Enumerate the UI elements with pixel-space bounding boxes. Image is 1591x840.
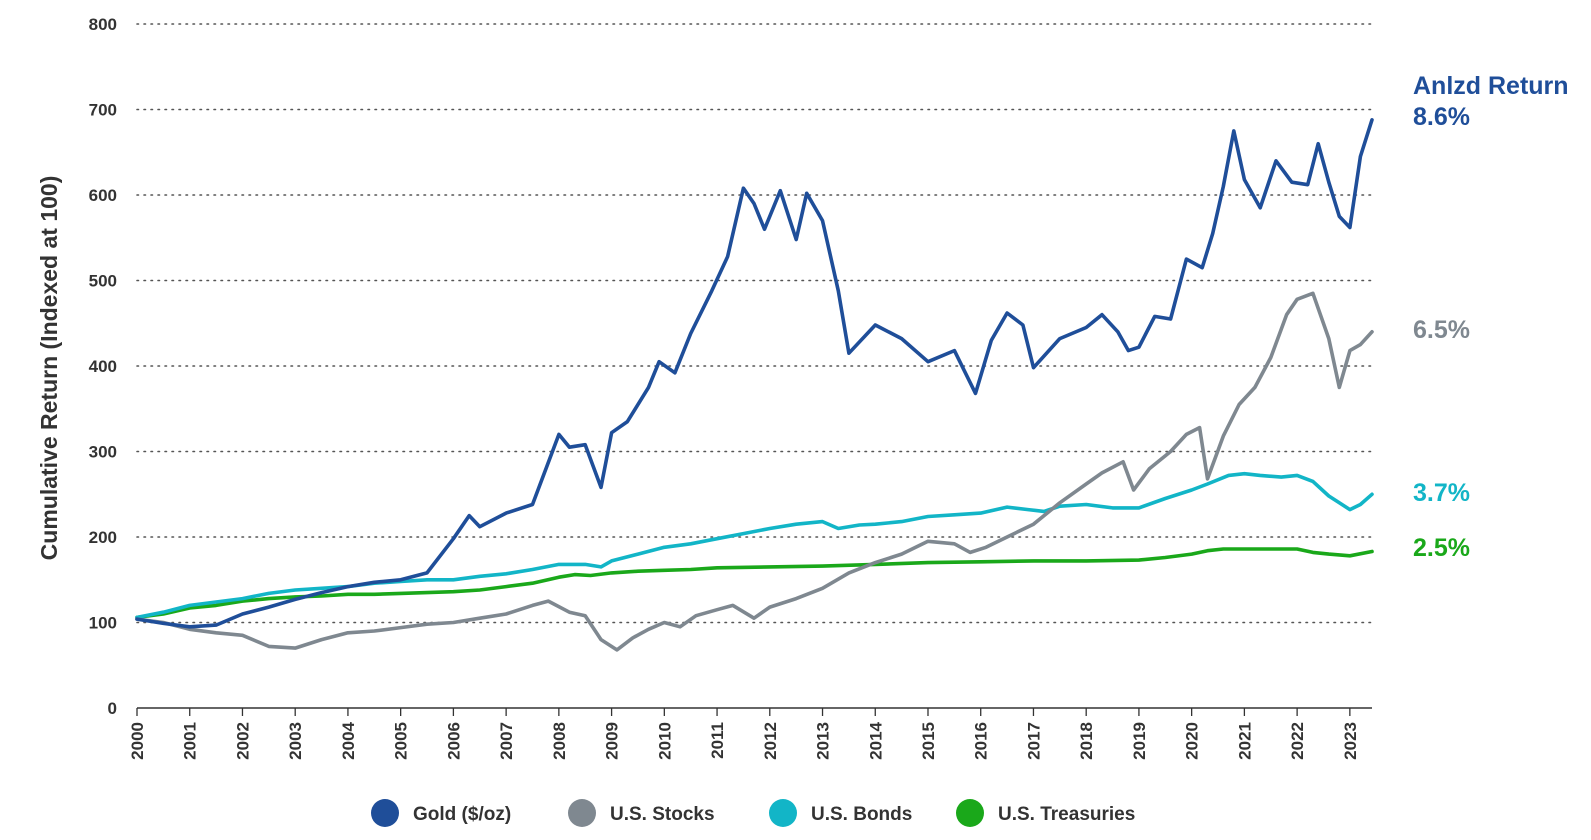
axes: Cumulative Return (Indexed at 100) 0 100 2…	[36, 15, 1372, 760]
y-tick-label: 600	[89, 186, 117, 205]
legend-label: Gold ($/oz)	[413, 804, 511, 825]
legend-label: U.S. Treasuries	[998, 804, 1135, 825]
x-tick-label: 2009	[603, 722, 622, 760]
x-tick-label: 2004	[339, 721, 358, 759]
series-line-gold-oz	[135, 118, 1374, 629]
y-tick-label: 100	[89, 614, 117, 633]
series-line-u-s-treasuries	[135, 547, 1374, 620]
x-tick-label: 2006	[444, 722, 463, 760]
legend-swatch	[769, 799, 797, 827]
y-axis-title: Cumulative Return (Indexed at 100)	[36, 176, 62, 561]
end-labels: Anlzd Return 8.6% 6.5% 3.7% 2.5%	[1413, 72, 1569, 562]
return-label: 3.7%	[1413, 479, 1470, 507]
x-tick-label: 2012	[761, 722, 780, 760]
x-tick-label: 2003	[286, 722, 305, 760]
legend-label: U.S. Bonds	[811, 804, 912, 825]
return-label: 6.5%	[1413, 316, 1470, 344]
x-tick-label: 2010	[655, 722, 674, 760]
legend-swatch	[371, 799, 399, 827]
x-tick-label: 2002	[233, 722, 252, 760]
y-tick-label: 700	[89, 101, 117, 120]
series-line-u-s-stocks	[135, 291, 1374, 652]
legend: Gold ($/oz) U.S. Stocks U.S. Bonds U.S. Tre…	[371, 799, 1135, 827]
x-tick-label: 2000	[128, 722, 147, 760]
gridlines	[136, 23, 1373, 624]
y-tick-label: 0	[108, 699, 117, 718]
y-tick-label: 800	[89, 15, 117, 34]
y-tick-label: 300	[89, 443, 117, 462]
return-label: 2.5%	[1413, 534, 1470, 562]
x-tick-label: 2020	[1183, 722, 1202, 760]
x-tick-label: 2008	[550, 722, 569, 760]
x-tick-label: 2016	[972, 722, 991, 760]
series-lines	[135, 118, 1374, 652]
x-tick-label: 2011	[708, 722, 727, 759]
legend-label: U.S. Stocks	[610, 804, 715, 825]
y-tick-label: 500	[89, 272, 117, 291]
x-tick-label: 2007	[497, 722, 516, 760]
x-tick-label: 2018	[1077, 722, 1096, 760]
x-tick-label: 2017	[1024, 722, 1043, 760]
x-tick-label: 2021	[1235, 722, 1254, 760]
y-tick-label: 400	[89, 357, 117, 376]
x-tick-label: 2019	[1130, 722, 1149, 760]
legend-swatch	[568, 799, 596, 827]
x-tick-label: 2005	[392, 722, 411, 760]
x-tick-label: 2023	[1341, 722, 1360, 760]
x-tick-label: 2015	[919, 722, 938, 760]
x-tick-label: 2013	[814, 722, 833, 760]
return-label: 8.6%	[1413, 103, 1470, 131]
y-tick-label: 200	[89, 528, 117, 547]
legend-swatch	[956, 799, 984, 827]
x-tick-label: 2014	[866, 721, 885, 759]
annotation-title: Anlzd Return	[1413, 72, 1569, 100]
x-tick-label: 2022	[1288, 722, 1307, 760]
x-tick-label: 2001	[181, 722, 200, 760]
